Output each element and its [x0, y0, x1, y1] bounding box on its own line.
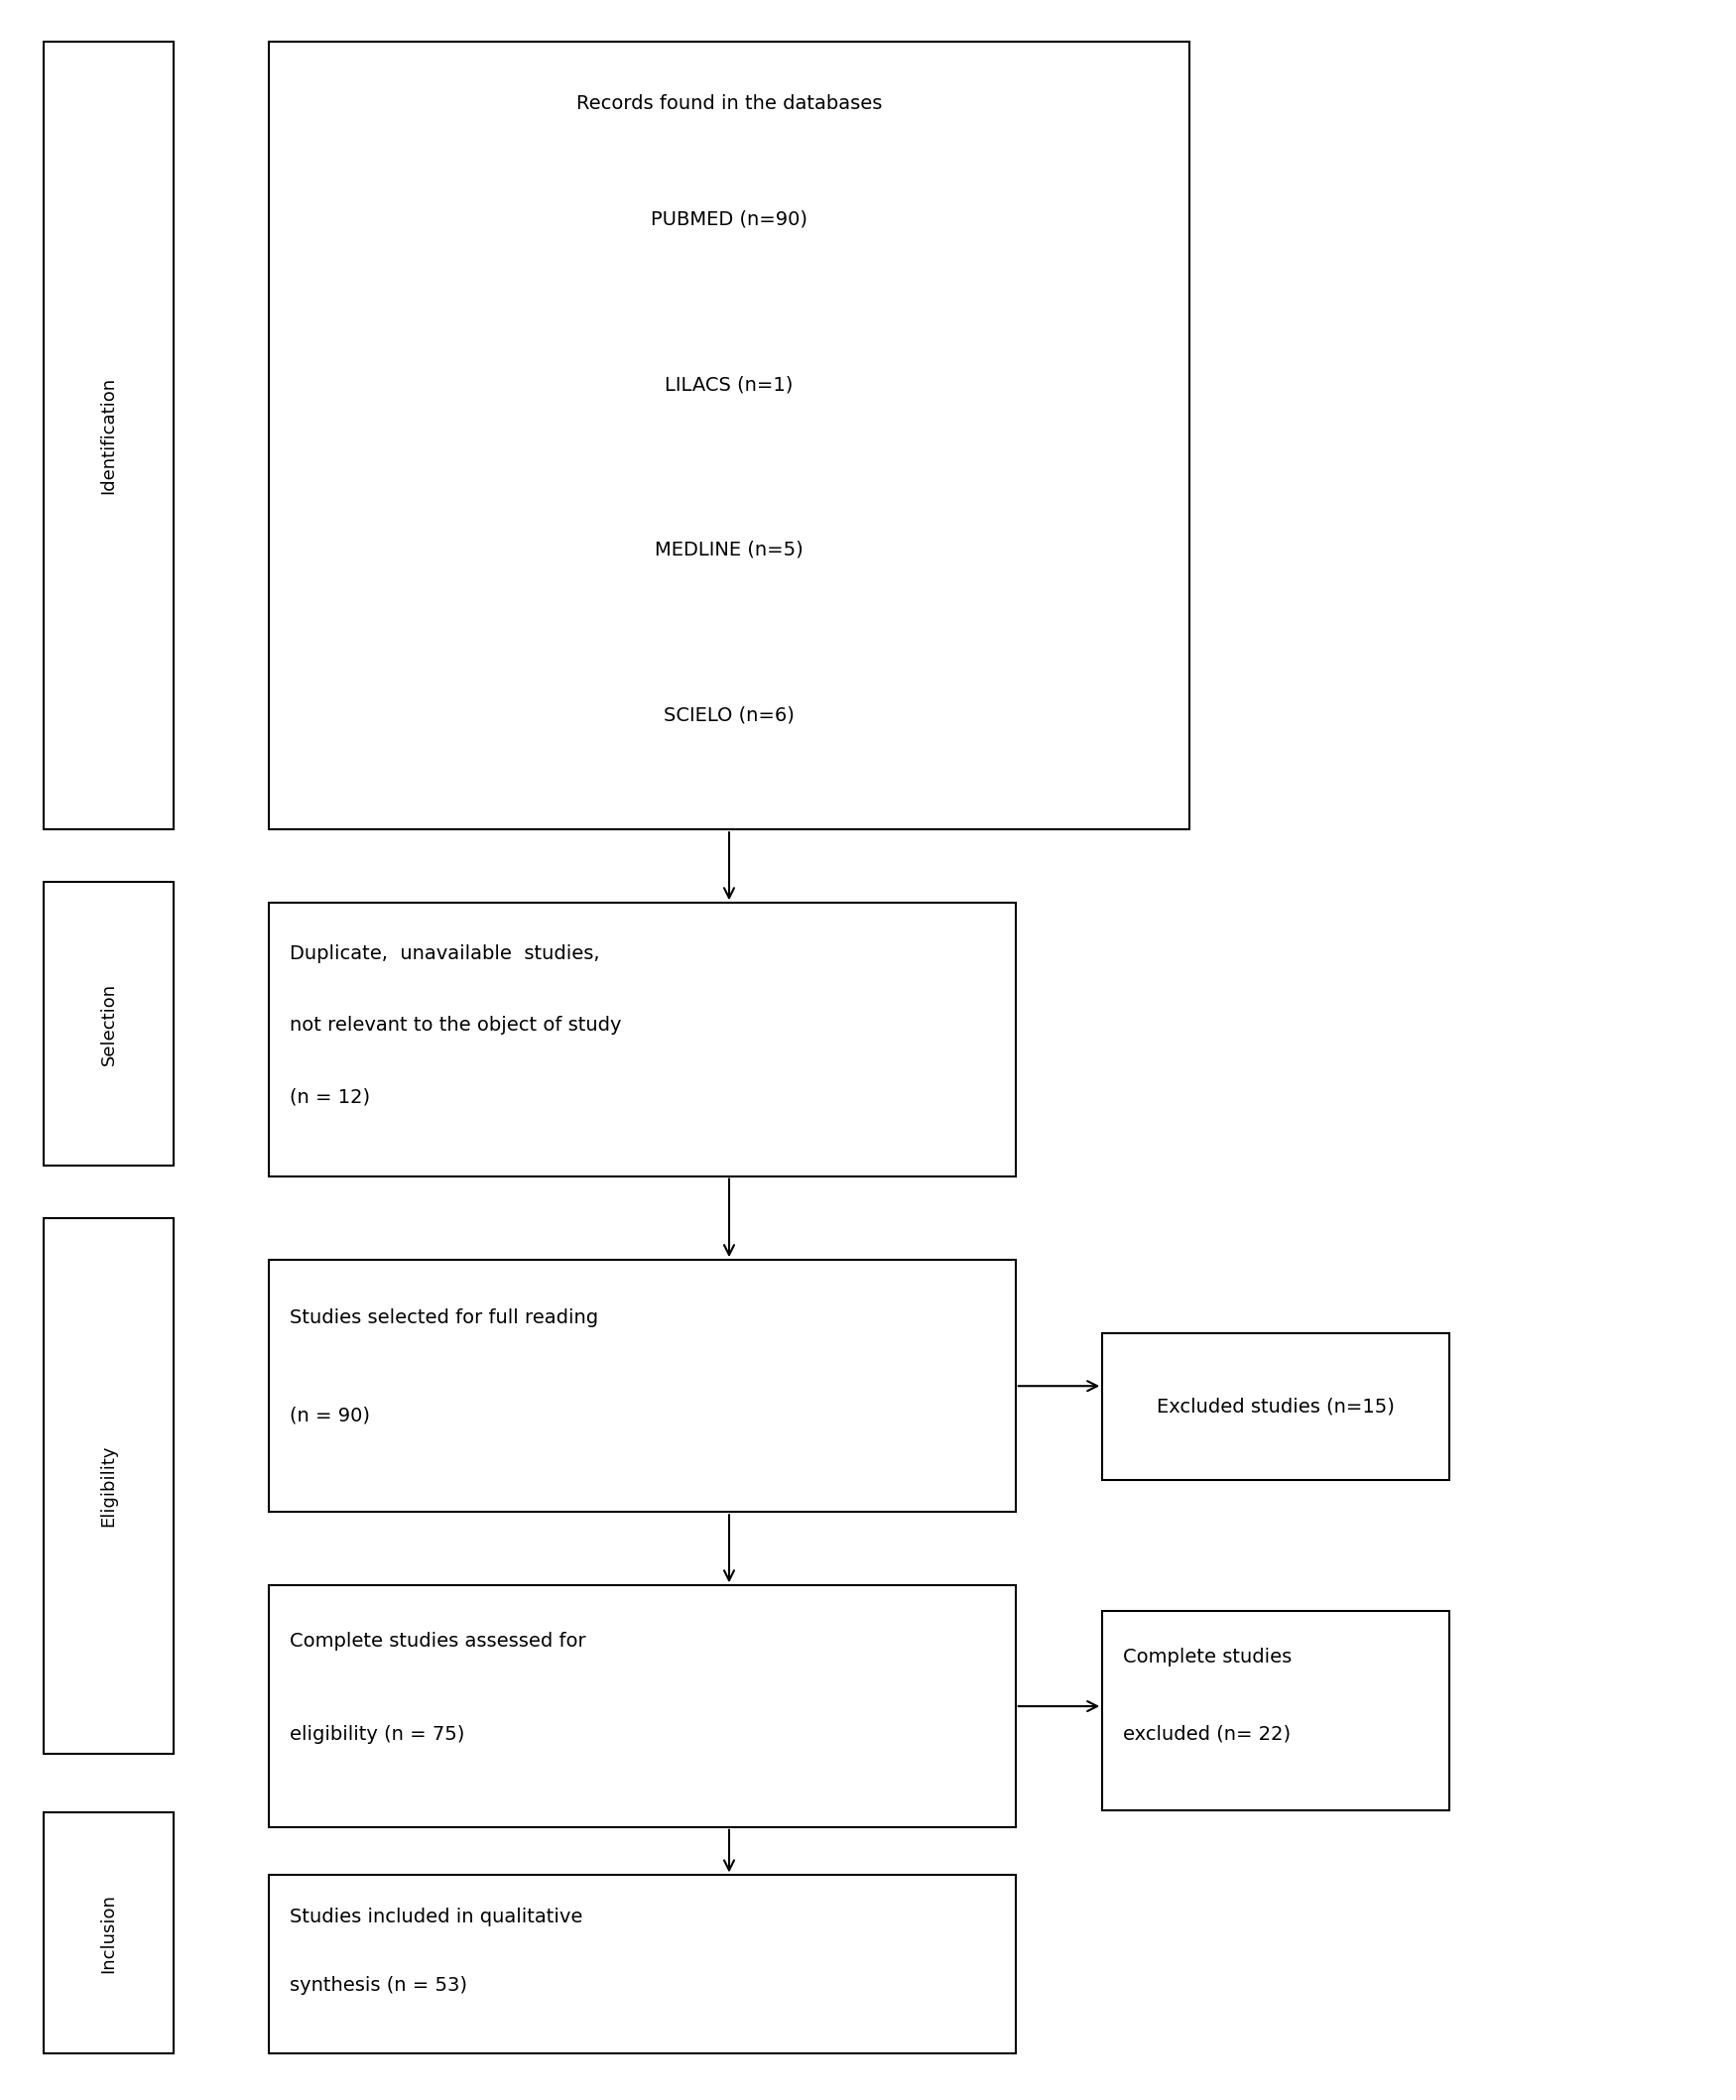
Text: LILACS (n=1): LILACS (n=1) [665, 376, 793, 395]
Bar [269, 1260, 1016, 1512]
Bar [43, 1218, 174, 1754]
Text: SCIELO (n=6): SCIELO (n=6) [663, 706, 795, 724]
Text: synthesis (n = 53): synthesis (n = 53) [290, 1976, 467, 1995]
Text: MEDLINE (n=5): MEDLINE (n=5) [654, 540, 804, 559]
Text: Excluded studies (n=15): Excluded studies (n=15) [1156, 1399, 1396, 1415]
Bar [43, 882, 174, 1166]
Bar [269, 1586, 1016, 1827]
Text: Complete studies: Complete studies [1123, 1646, 1292, 1665]
Text: Selection: Selection [99, 983, 118, 1065]
Text: (n = 12): (n = 12) [290, 1088, 370, 1107]
Bar [269, 42, 1189, 830]
Text: excluded (n= 22): excluded (n= 22) [1123, 1724, 1292, 1743]
Text: eligibility (n = 75): eligibility (n = 75) [290, 1724, 465, 1743]
Text: Inclusion: Inclusion [99, 1894, 118, 1972]
Bar [43, 42, 174, 830]
Bar [1102, 1611, 1450, 1810]
Text: Complete studies assessed for: Complete studies assessed for [290, 1632, 587, 1651]
Text: Eligibility: Eligibility [99, 1445, 118, 1527]
Text: Identification: Identification [99, 378, 118, 494]
Bar [269, 903, 1016, 1176]
Bar [43, 1812, 174, 2054]
Text: Records found in the databases: Records found in the databases [576, 94, 882, 113]
Text: PUBMED (n=90): PUBMED (n=90) [651, 210, 807, 229]
Text: Studies selected for full reading: Studies selected for full reading [290, 1308, 599, 1327]
Bar [1102, 1334, 1450, 1480]
Text: Duplicate,  unavailable  studies,: Duplicate, unavailable studies, [290, 943, 601, 962]
Text: (n = 90): (n = 90) [290, 1405, 370, 1424]
Text: not relevant to the object of study: not relevant to the object of study [290, 1016, 621, 1035]
Text: Studies included in qualitative: Studies included in qualitative [290, 1907, 583, 1926]
Bar [269, 1875, 1016, 2054]
